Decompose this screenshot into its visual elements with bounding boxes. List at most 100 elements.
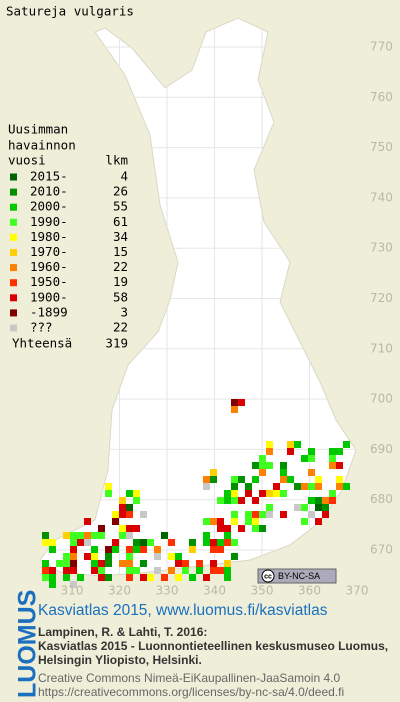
- observation-square: [217, 497, 224, 504]
- observation-square: [126, 504, 133, 511]
- observation-square: [98, 560, 105, 567]
- observation-square: [224, 567, 231, 574]
- observation-square: [42, 532, 49, 539]
- legend-label: 1990-: [30, 214, 68, 229]
- observation-square: [126, 525, 133, 532]
- observation-square: [63, 574, 70, 581]
- legend-count: 22: [113, 259, 128, 274]
- observation-square: [63, 553, 70, 560]
- observation-square: [294, 504, 301, 511]
- observation-square: [252, 518, 259, 525]
- observation-square: [70, 560, 77, 567]
- observation-square: [259, 462, 266, 469]
- legend-count: 26: [113, 184, 128, 199]
- observation-square: [301, 504, 308, 511]
- observation-square: [119, 497, 126, 504]
- observation-square: [329, 448, 336, 455]
- observation-square: [231, 406, 238, 413]
- legend-swatch: [10, 188, 17, 196]
- observation-square: [245, 511, 252, 518]
- observation-square: [280, 511, 287, 518]
- observation-square: [63, 560, 70, 567]
- observation-square: [126, 574, 133, 581]
- observation-square: [238, 497, 245, 504]
- legend-swatch: [10, 249, 17, 256]
- observation-square: [252, 476, 259, 483]
- legend-label: 1950-: [30, 274, 68, 289]
- observation-square: [280, 490, 287, 497]
- observation-square: [280, 462, 287, 469]
- observation-square: [259, 455, 266, 462]
- observation-square: [168, 553, 175, 560]
- observation-square: [252, 462, 259, 469]
- citation: Lampinen, R. & Lahti, T. 2016:: [38, 625, 207, 639]
- observation-square: [147, 539, 154, 546]
- observation-square: [105, 490, 112, 497]
- observation-square: [161, 532, 168, 539]
- observation-square: [231, 490, 238, 497]
- observations: [42, 399, 350, 588]
- observation-square: [91, 560, 98, 567]
- observation-square: [238, 399, 245, 406]
- observation-square: [140, 560, 147, 567]
- observation-square: [49, 581, 56, 588]
- observation-square: [91, 546, 98, 553]
- observation-square: [308, 497, 315, 504]
- east-label: 340: [203, 584, 226, 598]
- observation-square: [119, 560, 126, 567]
- observation-square: [259, 490, 266, 497]
- observation-square: [231, 497, 238, 504]
- observation-square: [266, 462, 273, 469]
- observation-square: [210, 518, 217, 525]
- observation-square: [175, 553, 182, 560]
- north-label: 710: [370, 341, 393, 355]
- footer-link[interactable]: Kasviatlas 2015, www.luomus.fi/kasviatla…: [38, 602, 328, 619]
- observation-square: [315, 518, 322, 525]
- observation-square: [70, 546, 77, 553]
- legend-count: 19: [113, 274, 128, 289]
- license-link[interactable]: https://creativecommons.org/licenses/by-…: [38, 685, 344, 699]
- observation-square: [42, 574, 49, 581]
- observation-square: [210, 469, 217, 476]
- legend-count: 15: [113, 244, 128, 259]
- observation-square: [154, 567, 161, 574]
- observation-square: [182, 560, 189, 567]
- legend-label: ???: [30, 320, 53, 335]
- north-label: 670: [370, 543, 393, 557]
- observation-square: [126, 560, 133, 567]
- observation-square: [329, 455, 336, 462]
- observation-square: [245, 518, 252, 525]
- observation-square: [217, 525, 224, 532]
- citation: Helsingin Yliopisto, Helsinki.: [38, 653, 202, 667]
- legend-swatch: [10, 233, 17, 241]
- observation-square: [315, 504, 322, 511]
- legend-count: 34: [113, 229, 128, 244]
- observation-square: [224, 525, 231, 532]
- logo: LUOMUS: [14, 590, 42, 698]
- observation-square: [266, 490, 273, 497]
- observation-square: [70, 567, 77, 574]
- observation-square: [105, 560, 112, 567]
- observation-square: [315, 497, 322, 504]
- observation-square: [224, 539, 231, 546]
- observation-square: [126, 553, 133, 560]
- observation-square: [42, 567, 49, 574]
- observation-square: [231, 476, 238, 483]
- license: Creative Commons Nimeä-EiKaupallinen-Jaa…: [38, 671, 340, 685]
- observation-square: [133, 567, 140, 574]
- badge-circle: [261, 569, 275, 583]
- legend-count-heading: lkm: [105, 153, 128, 168]
- observation-square: [42, 560, 49, 567]
- observation-square: [287, 448, 294, 455]
- observation-square: [329, 462, 336, 469]
- legend-swatch: [10, 203, 17, 211]
- legend-count: 3: [120, 304, 128, 319]
- observation-square: [210, 539, 217, 546]
- observation-square: [259, 525, 266, 532]
- observation-square: [98, 532, 105, 539]
- badge-box: [257, 568, 337, 584]
- observation-square: [70, 539, 77, 546]
- observation-square: [245, 490, 252, 497]
- citation: Kasviatlas 2015 - Luonnontieteellinen ke…: [38, 639, 388, 653]
- observation-square: [77, 539, 84, 546]
